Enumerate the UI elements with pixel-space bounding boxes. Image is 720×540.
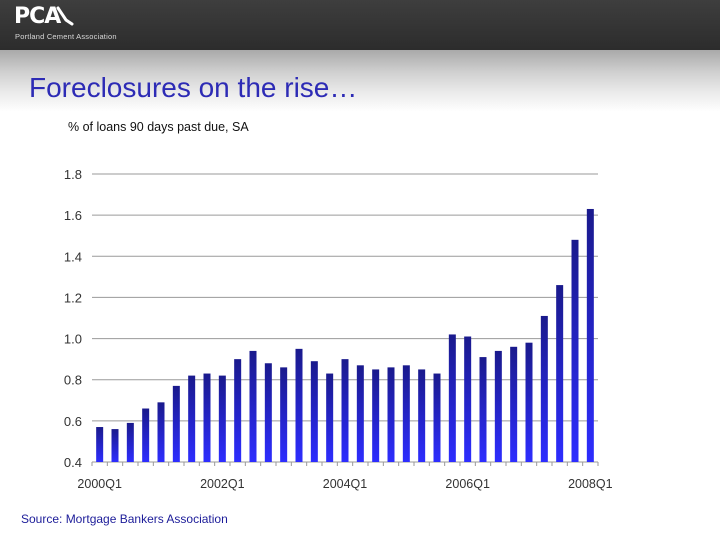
title-band xyxy=(0,50,720,112)
bar xyxy=(372,369,380,462)
bar xyxy=(341,359,349,462)
y-tick-label: 1.4 xyxy=(64,249,82,264)
chart-subtitle: % of loans 90 days past due, SA xyxy=(68,120,249,134)
bar xyxy=(326,373,334,462)
bar xyxy=(433,373,441,462)
logo-text: PCA xyxy=(14,4,61,29)
source-note: Source: Mortgage Bankers Association xyxy=(21,512,228,526)
x-tick-label: 2002Q1 xyxy=(200,477,245,491)
bar xyxy=(356,365,364,462)
y-tick-label: 0.6 xyxy=(64,414,82,429)
bar xyxy=(586,208,594,462)
bar xyxy=(218,375,226,462)
bar xyxy=(172,385,180,462)
y-tick-label: 1.2 xyxy=(64,290,82,305)
y-tick-label: 1.6 xyxy=(64,208,82,223)
page-title: Foreclosures on the rise… xyxy=(29,72,358,103)
bar xyxy=(510,346,518,462)
bar xyxy=(494,350,502,462)
bar xyxy=(540,315,548,462)
bar xyxy=(448,334,456,462)
y-tick-label: 0.8 xyxy=(64,373,82,388)
bar xyxy=(126,422,134,462)
y-tick-label: 1.8 xyxy=(64,167,82,182)
bar xyxy=(571,239,579,462)
bar xyxy=(418,369,426,462)
bar xyxy=(295,348,303,462)
header-bar: PCA Portland Cement Association xyxy=(0,0,720,50)
bar xyxy=(479,357,487,462)
bar xyxy=(525,342,533,462)
x-tick-label: 2004Q1 xyxy=(323,477,368,491)
bar xyxy=(556,285,564,462)
y-tick-label: 1.0 xyxy=(64,332,82,347)
bar xyxy=(96,427,104,462)
x-tick-label: 2008Q1 xyxy=(568,477,613,491)
y-tick-label: 0.4 xyxy=(64,455,82,470)
x-tick-label: 2000Q1 xyxy=(77,477,122,491)
bar xyxy=(464,336,472,462)
bar xyxy=(387,367,395,462)
bar xyxy=(203,373,211,462)
logo-subtitle: Portland Cement Association xyxy=(15,32,117,41)
bar xyxy=(188,375,196,462)
bar xyxy=(249,350,257,462)
bar xyxy=(234,359,242,462)
bar xyxy=(142,408,150,462)
bar xyxy=(157,402,165,462)
bar xyxy=(280,367,288,462)
bar xyxy=(402,365,410,462)
bar xyxy=(111,429,119,462)
x-tick-label: 2006Q1 xyxy=(445,477,490,491)
logo-swoosh-icon xyxy=(56,6,74,26)
bar xyxy=(264,363,272,462)
bar xyxy=(310,361,318,462)
